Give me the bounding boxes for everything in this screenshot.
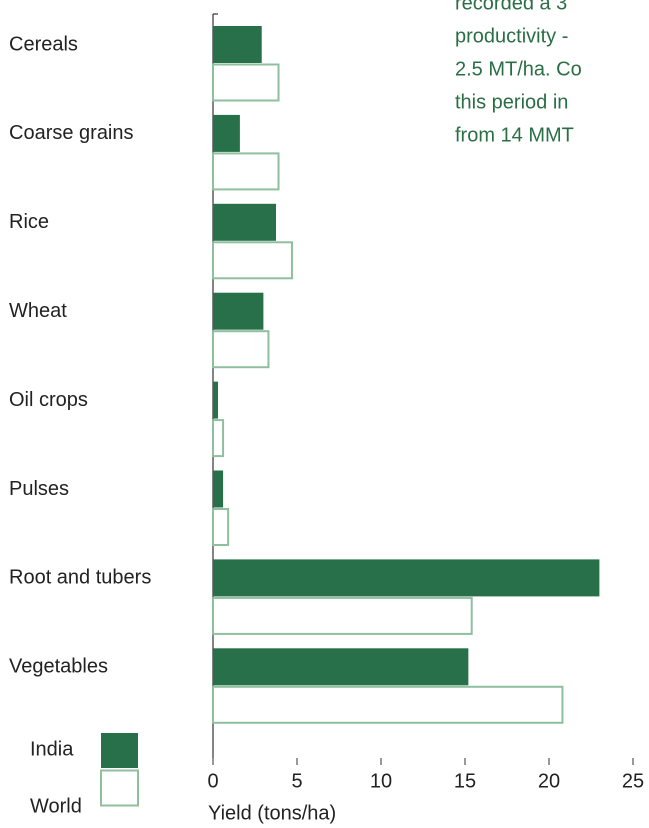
x-tick-label: 10 [370, 770, 392, 792]
bar [212, 241, 293, 280]
category-label: Vegetables [9, 656, 108, 678]
bar [212, 596, 473, 635]
bar [213, 381, 219, 419]
bar [212, 508, 230, 546]
bar [212, 152, 280, 191]
x-tick-label: 5 [291, 770, 302, 792]
annotation: recorded a 3 [455, 0, 567, 14]
x-tick-label: 20 [538, 770, 560, 792]
annotation: this period in [455, 91, 568, 113]
bar [213, 114, 240, 152]
x-tick-label: 25 [622, 770, 644, 792]
bar [212, 685, 564, 724]
legend-swatch [101, 733, 138, 768]
bar [213, 292, 264, 330]
category-label: Coarse grains [9, 122, 134, 144]
bar [213, 470, 224, 508]
category-label: Rice [9, 211, 49, 233]
bar [212, 419, 225, 458]
bar [213, 203, 276, 241]
x-tick-label: 15 [454, 770, 476, 792]
bar [213, 648, 469, 686]
bar [212, 330, 270, 369]
legend-swatch [100, 769, 139, 807]
x-axis-title: Yield (tons/ha) [208, 802, 336, 824]
annotation: 2.5 MT/ha. Co [455, 58, 582, 80]
legend-label: World [30, 795, 82, 817]
legend-label: India [30, 738, 74, 760]
category-label: Oil crops [9, 389, 88, 411]
x-tick-label: 0 [207, 770, 218, 792]
bar [212, 63, 280, 102]
category-label: Cereals [9, 33, 78, 55]
category-label: Root and tubers [9, 567, 151, 589]
category-label: Pulses [9, 478, 69, 500]
annotation: productivity - [455, 25, 568, 47]
bar [213, 26, 262, 63]
bar [213, 559, 600, 597]
category-label: Wheat [9, 300, 67, 322]
annotation: from 14 MMT [455, 124, 574, 146]
